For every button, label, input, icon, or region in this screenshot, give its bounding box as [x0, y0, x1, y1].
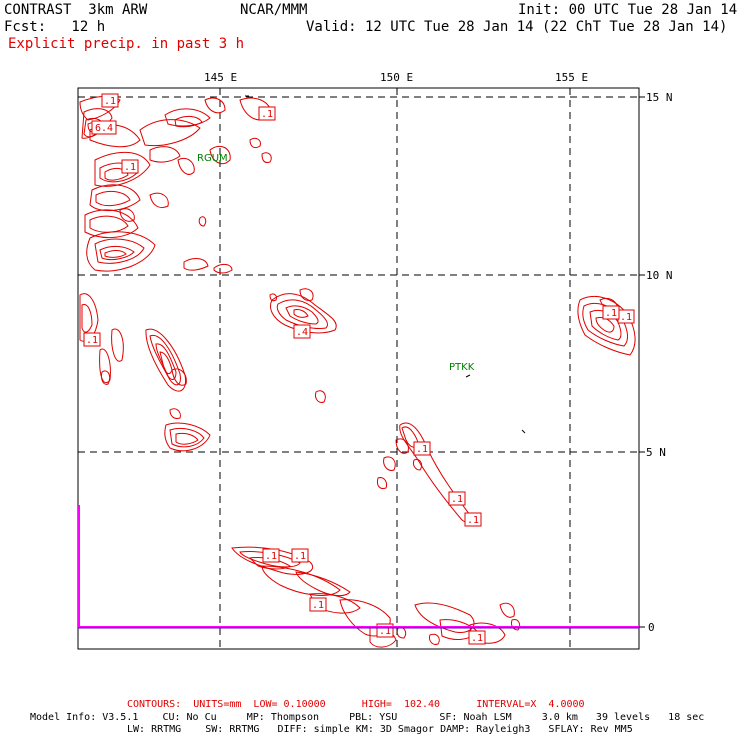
contour-label: .1 [605, 308, 617, 319]
forecast-hour: Fcst: 12 h [4, 19, 106, 35]
lat-label-10n: 10 N [646, 269, 673, 282]
station-ptkk: PTKK [449, 362, 475, 373]
station-rgum: RGUM [197, 153, 228, 164]
lat-label-5n: 5 N [646, 446, 666, 459]
map-frame [77, 87, 640, 650]
contour-labels: .1 6.4 .1 .1 .1 .4 .1 .1 .1 .1 .1 .1 .1 … [86, 96, 632, 644]
contour-label: .1 [294, 551, 306, 562]
init-time: Init: 00 UTC Tue 28 Jan 14 [518, 2, 738, 18]
bar-zero-label: 0 [648, 621, 655, 634]
lon-label-150: 150 E [380, 71, 414, 84]
contour-label: .1 [312, 600, 324, 611]
lat-label-15n: 15 N [646, 91, 673, 104]
model-title: CONTRAST 3km ARW [4, 2, 148, 18]
contour-label: .1 [620, 312, 632, 323]
contour-label: .1 [467, 515, 479, 526]
contour-info: CONTOURS: UNITS=mm LOW= 0.10000 HIGH= 10… [127, 699, 585, 710]
lat-lon-grid [78, 88, 639, 649]
contour-label: .1 [265, 551, 277, 562]
institution-label: NCAR/MMM [240, 2, 308, 18]
contour-label: .1 [86, 335, 98, 346]
field-title: Explicit precip. in past 3 h [8, 36, 245, 52]
contour-label: .1 [124, 162, 136, 173]
contour-label: .1 [104, 96, 116, 107]
contour-label: .4 [296, 327, 308, 338]
contour-label: .1 [416, 444, 428, 455]
precip-contours [79, 95, 636, 648]
contour-label: 6.4 [95, 123, 113, 134]
contour-label: .1 [379, 626, 391, 637]
model-info-line-2: LW: RRTMG SW: RRTMG DIFF: simple KM: 3D … [127, 724, 633, 735]
contour-label: .1 [471, 633, 483, 644]
contour-label: .1 [261, 109, 273, 120]
model-info-line-1: Model Info: V3.5.1 CU: No Cu MP: Thompso… [30, 712, 705, 723]
lon-label-155: 155 E [555, 71, 589, 84]
valid-time: Valid: 12 UTC Tue 28 Jan 14 (22 ChT Tue … [306, 19, 728, 35]
lon-label-145: 145 E [204, 71, 238, 84]
contour-label: .1 [451, 494, 463, 505]
